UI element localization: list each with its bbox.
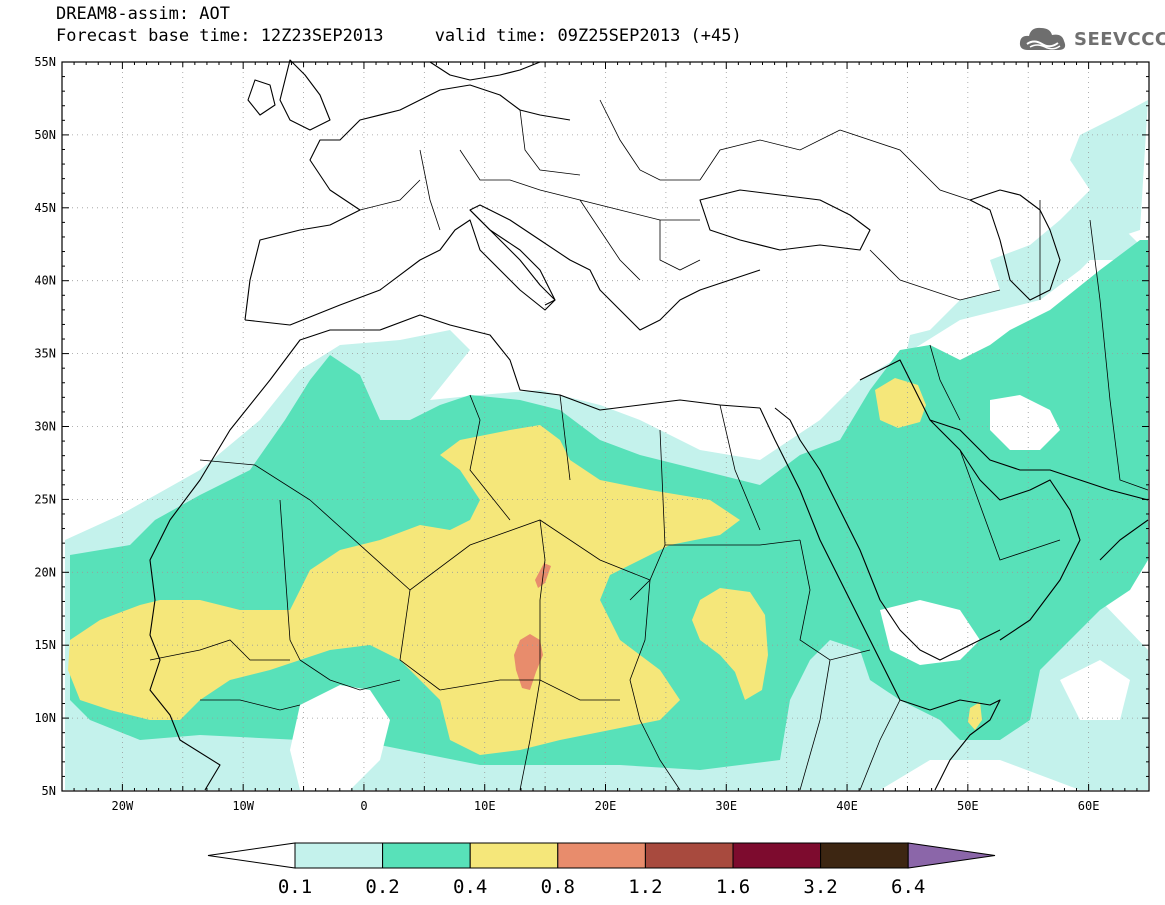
logo-text: SEEVCCC <box>1074 28 1165 50</box>
colorbar-label: 0.1 <box>278 876 312 898</box>
colorbar-segment <box>382 842 471 869</box>
aot-band-0.4 <box>68 425 740 755</box>
colorbar <box>207 842 996 869</box>
colorbar-segment <box>732 842 822 869</box>
lon-label: 30E <box>715 799 737 813</box>
longitude-labels: 20W 10W 0 10E 20E 30E 40E 50E 60E <box>112 799 1100 813</box>
colorbar-label: 6.4 <box>891 876 925 898</box>
lon-label: 10E <box>474 799 496 813</box>
cloud-icon <box>1019 27 1066 50</box>
lat-label: 55N <box>34 55 56 69</box>
aot-clear-area <box>880 600 980 665</box>
colorbar-segment <box>820 842 909 869</box>
colorbar-low-arrow <box>207 842 296 869</box>
colorbar-segment <box>557 842 646 869</box>
lon-label: 40E <box>836 799 858 813</box>
lon-label: 20W <box>112 799 134 813</box>
aot-band-0.4 <box>968 702 982 730</box>
colorbar-label: 1.2 <box>628 876 662 898</box>
aot-clear-area <box>290 685 390 790</box>
seevccc-logo: SEEVCCC <box>1018 24 1165 54</box>
colorbar-labels: 0.1 0.2 0.4 0.8 1.2 1.6 3.2 6.4 <box>278 876 926 898</box>
colorbar-label: 1.6 <box>716 876 750 898</box>
latitude-labels: 55N 50N 45N 40N 35N 30N 25N 20N 15N 10N 5N <box>34 55 56 798</box>
colorbar-label: 0.8 <box>541 876 575 898</box>
lon-label: 50E <box>957 799 979 813</box>
lat-label: 40N <box>34 274 56 288</box>
colorbar-label: 0.4 <box>453 876 487 898</box>
aot-band-0.8 <box>514 634 543 690</box>
forecast-times: Forecast base time: 12Z23SEP2013 valid t… <box>56 26 742 46</box>
colorbar-segment <box>644 842 734 869</box>
map-title: DREAM8-assim: AOT <box>56 4 230 24</box>
aot-band-0.4 <box>875 378 926 428</box>
coastlines <box>149 59 1149 791</box>
lat-label: 30N <box>34 420 56 434</box>
country-borders <box>149 99 1149 791</box>
aot-field <box>65 100 1148 790</box>
aot-clear-area <box>990 395 1060 450</box>
lat-label: 15N <box>34 638 56 652</box>
aot-band-0.1 <box>1060 225 1140 260</box>
lat-label: 45N <box>34 201 56 215</box>
colorbar-high-arrow <box>907 842 996 869</box>
lat-label: 5N <box>42 784 56 798</box>
colorbar-label: 3.2 <box>803 876 837 898</box>
lat-label: 25N <box>34 492 56 506</box>
axis-ticks <box>62 61 1150 792</box>
lat-label: 10N <box>34 711 56 725</box>
colorbar-segment <box>469 842 559 869</box>
lat-label: 50N <box>34 128 56 142</box>
lon-label: 10W <box>232 799 254 813</box>
aot-clear-area <box>1060 660 1130 720</box>
lon-label: 0 <box>360 799 367 813</box>
colorbar-label: 0.2 <box>365 876 399 898</box>
lat-label: 20N <box>34 565 56 579</box>
aot-band-0.4 <box>692 588 768 700</box>
lon-label: 20E <box>595 799 617 813</box>
lat-lon-grid <box>62 62 1149 791</box>
lon-label: 60E <box>1078 799 1100 813</box>
lat-label: 35N <box>34 347 56 361</box>
colorbar-segment <box>294 842 384 869</box>
